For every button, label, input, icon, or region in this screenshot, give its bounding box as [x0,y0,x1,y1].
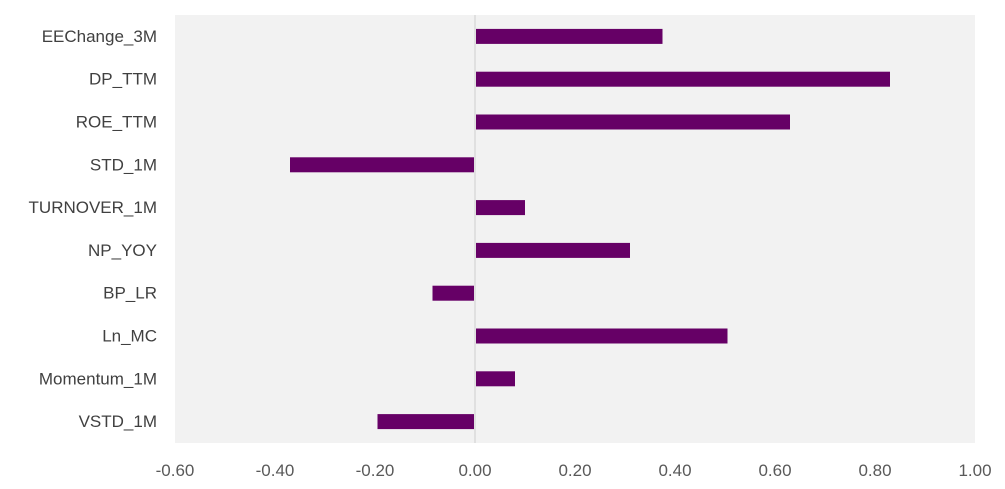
bar-std-1m [290,157,474,173]
category-label: VSTD_1M [79,412,157,431]
bar-ln-mc [476,328,728,344]
category-label: STD_1M [90,155,157,174]
bar-turnover-1m [476,200,525,216]
x-axis-tick-labels: -0.60 -0.40 -0.20 0.00 0.20 0.40 0.60 0.80 1.00 [156,461,992,480]
bar-eechange-3m [476,28,663,44]
x-tick-label: 0.60 [758,461,791,480]
x-tick-label: 0.20 [558,461,591,480]
x-tick-label: 0.40 [658,461,691,480]
bar-roe-ttm [476,114,790,130]
x-tick-label: 0.00 [458,461,491,480]
category-label: DP_TTM [89,70,157,89]
x-tick-label: 1.00 [958,461,991,480]
category-label: ROE_TTM [76,113,157,132]
bar-dp-ttm [476,71,890,87]
category-label: Momentum_1M [39,369,157,388]
category-label: Ln_MC [102,327,157,346]
category-label: BP_LR [103,284,157,303]
category-label: NP_YOY [88,241,157,260]
category-label: EEChange_3M [42,27,157,46]
x-tick-label: -0.40 [256,461,295,480]
bars-group [290,28,890,430]
category-labels: EEChange_3M DP_TTM ROE_TTM STD_1M TURNOVER_1… [29,27,157,431]
x-tick-label: -0.20 [356,461,395,480]
bar-bp-lr [432,285,474,301]
bar-momentum-1m [476,371,515,387]
x-tick-label: -0.60 [156,461,195,480]
x-tick-label: 0.80 [858,461,891,480]
category-label: TURNOVER_1M [29,198,157,217]
bar-vstd-1m [377,414,474,430]
bar-np-yoy [476,242,630,258]
